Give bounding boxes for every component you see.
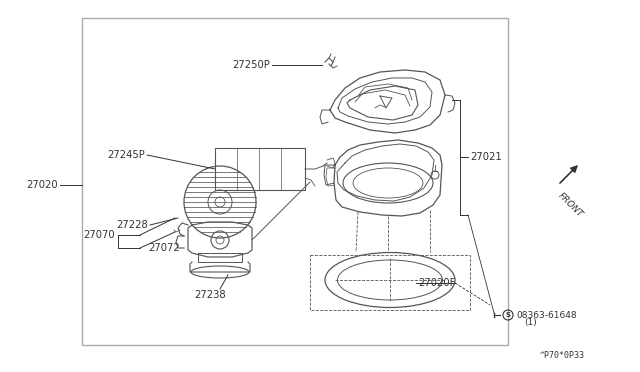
Bar xyxy=(215,148,305,190)
Text: S: S xyxy=(506,312,511,318)
Text: 27020: 27020 xyxy=(26,180,58,190)
Text: ^P70*0P33: ^P70*0P33 xyxy=(540,351,585,360)
Text: 27238: 27238 xyxy=(194,290,226,300)
Text: 27228: 27228 xyxy=(116,220,148,230)
Text: (1): (1) xyxy=(524,318,537,327)
Text: 27245P: 27245P xyxy=(108,150,145,160)
Text: 27020F: 27020F xyxy=(418,278,456,288)
Text: 27021: 27021 xyxy=(470,152,502,162)
Text: 27070: 27070 xyxy=(83,230,115,240)
Bar xyxy=(82,18,508,345)
Text: 27072: 27072 xyxy=(148,243,180,253)
Text: FRONT: FRONT xyxy=(556,191,584,219)
Bar xyxy=(310,255,470,310)
Text: 08363-61648: 08363-61648 xyxy=(516,311,577,320)
Text: 27250P: 27250P xyxy=(232,60,270,70)
